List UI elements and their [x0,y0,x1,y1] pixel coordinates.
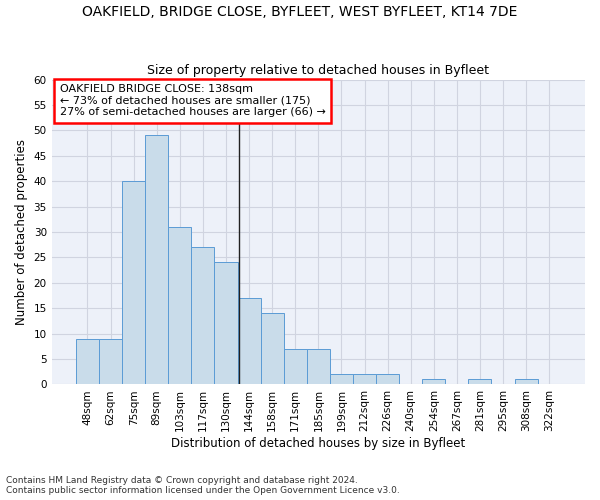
Bar [76,338,99,384]
Bar [469,380,491,384]
Bar [284,349,307,384]
Bar [353,374,376,384]
Bar [168,227,191,384]
X-axis label: Distribution of detached houses by size in Byfleet: Distribution of detached houses by size … [171,437,466,450]
Bar [330,374,353,384]
Bar [238,298,260,384]
Title: Size of property relative to detached houses in Byfleet: Size of property relative to detached ho… [148,64,490,77]
Text: OAKFIELD, BRIDGE CLOSE, BYFLEET, WEST BYFLEET, KT14 7DE: OAKFIELD, BRIDGE CLOSE, BYFLEET, WEST BY… [82,5,518,19]
Bar [99,338,122,384]
Bar [376,374,399,384]
Bar [214,262,238,384]
Bar [307,349,330,384]
Text: OAKFIELD BRIDGE CLOSE: 138sqm
← 73% of detached houses are smaller (175)
27% of : OAKFIELD BRIDGE CLOSE: 138sqm ← 73% of d… [59,84,326,117]
Y-axis label: Number of detached properties: Number of detached properties [15,139,28,325]
Text: Contains HM Land Registry data © Crown copyright and database right 2024.
Contai: Contains HM Land Registry data © Crown c… [6,476,400,495]
Bar [191,248,214,384]
Bar [515,380,538,384]
Bar [145,136,168,384]
Bar [122,181,145,384]
Bar [422,380,445,384]
Bar [260,314,284,384]
